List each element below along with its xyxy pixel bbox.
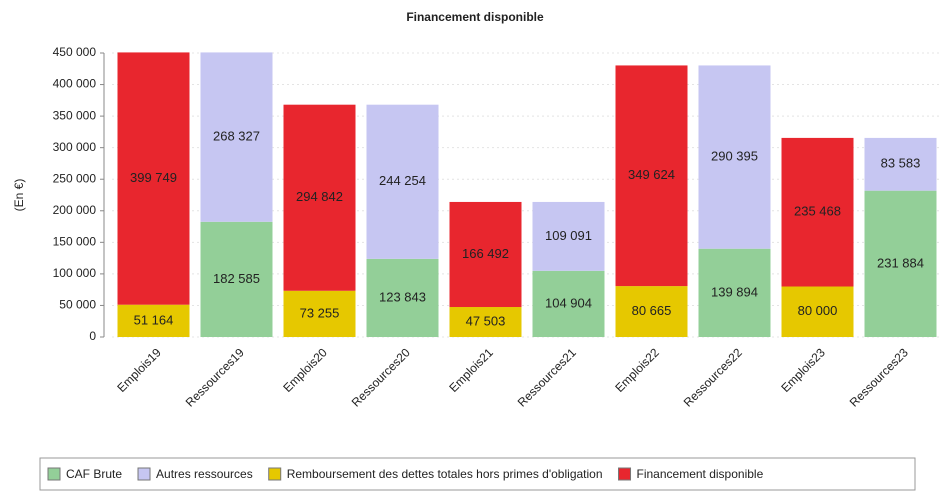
value-label: 51 164 (134, 312, 174, 327)
bar-segment (615, 65, 688, 287)
value-label: 231 884 (877, 255, 924, 270)
bar-segment (200, 52, 273, 222)
bar-segment (449, 201, 522, 308)
y-tick-label: 50 000 (59, 298, 96, 312)
bar-segment (449, 307, 522, 337)
bar-segment (615, 286, 688, 337)
value-label: 182 585 (213, 271, 260, 286)
legend-label: Remboursement des dettes totales hors pr… (287, 467, 603, 481)
x-tick-label: Ressources20 (349, 345, 413, 409)
x-tick-label: Ressources19 (183, 345, 247, 409)
value-label: 73 255 (300, 305, 340, 320)
x-tick-label: Emplois19 (114, 345, 164, 395)
y-tick-label: 150 000 (53, 235, 97, 249)
legend-label: Financement disponible (637, 467, 764, 481)
value-label: 294 842 (296, 189, 343, 204)
value-label: 80 665 (632, 303, 672, 318)
y-tick-label: 450 000 (53, 45, 97, 59)
value-label: 235 468 (794, 204, 841, 219)
bar-segment (200, 221, 273, 337)
value-label: 109 091 (545, 228, 592, 243)
value-label: 290 395 (711, 149, 758, 164)
bar-segment (781, 137, 854, 287)
bar-segment (366, 258, 439, 337)
bar-segment (781, 286, 854, 337)
bar-segment (698, 65, 771, 249)
value-label: 244 254 (379, 173, 426, 188)
x-tick-label: Emplois21 (446, 345, 496, 395)
y-tick-label: 300 000 (53, 140, 97, 154)
value-label: 399 749 (130, 170, 177, 185)
value-label: 104 904 (545, 295, 592, 310)
bar-segment (864, 137, 937, 191)
value-label: 166 492 (462, 246, 509, 261)
y-tick-label: 400 000 (53, 77, 97, 91)
legend-swatch (47, 467, 61, 481)
bar-segment (864, 190, 937, 337)
value-label: 47 503 (466, 313, 506, 328)
y-tick-label: 200 000 (53, 203, 97, 217)
x-tick-label: Emplois22 (612, 345, 662, 395)
bar-segment (117, 52, 190, 305)
y-tick-label: 100 000 (53, 266, 97, 280)
y-tick-label: 0 (89, 329, 96, 343)
bar-segment (532, 201, 605, 271)
bar-segment (283, 290, 356, 337)
bar-segment (283, 104, 356, 291)
legend-swatch (618, 467, 632, 481)
legend-box (39, 457, 916, 491)
value-label: 268 327 (213, 129, 260, 144)
bar-segment (117, 304, 190, 337)
value-label: 349 624 (628, 167, 675, 182)
value-label: 80 000 (798, 303, 838, 318)
legend-swatch (137, 467, 151, 481)
x-tick-label: Ressources22 (681, 345, 745, 409)
x-tick-label: Emplois23 (778, 345, 828, 395)
value-label: 123 843 (379, 289, 426, 304)
legend-label: Autres ressources (156, 467, 253, 481)
x-tick-label: Ressources23 (847, 345, 911, 409)
y-tick-label: 250 000 (53, 171, 97, 185)
y-axis-label: (En €) (12, 179, 26, 212)
bar-segment (698, 248, 771, 337)
bar-segment (532, 270, 605, 337)
legend-swatch (268, 467, 282, 481)
x-tick-label: Emplois20 (280, 345, 330, 395)
x-tick-label: Ressources21 (515, 345, 579, 409)
value-label: 139 894 (711, 284, 758, 299)
y-tick-label: 350 000 (53, 108, 97, 122)
bar-segment (366, 104, 439, 259)
legend-label: CAF Brute (66, 467, 122, 481)
chart-title: Financement disponible (406, 10, 544, 24)
value-label: 83 583 (881, 156, 921, 171)
